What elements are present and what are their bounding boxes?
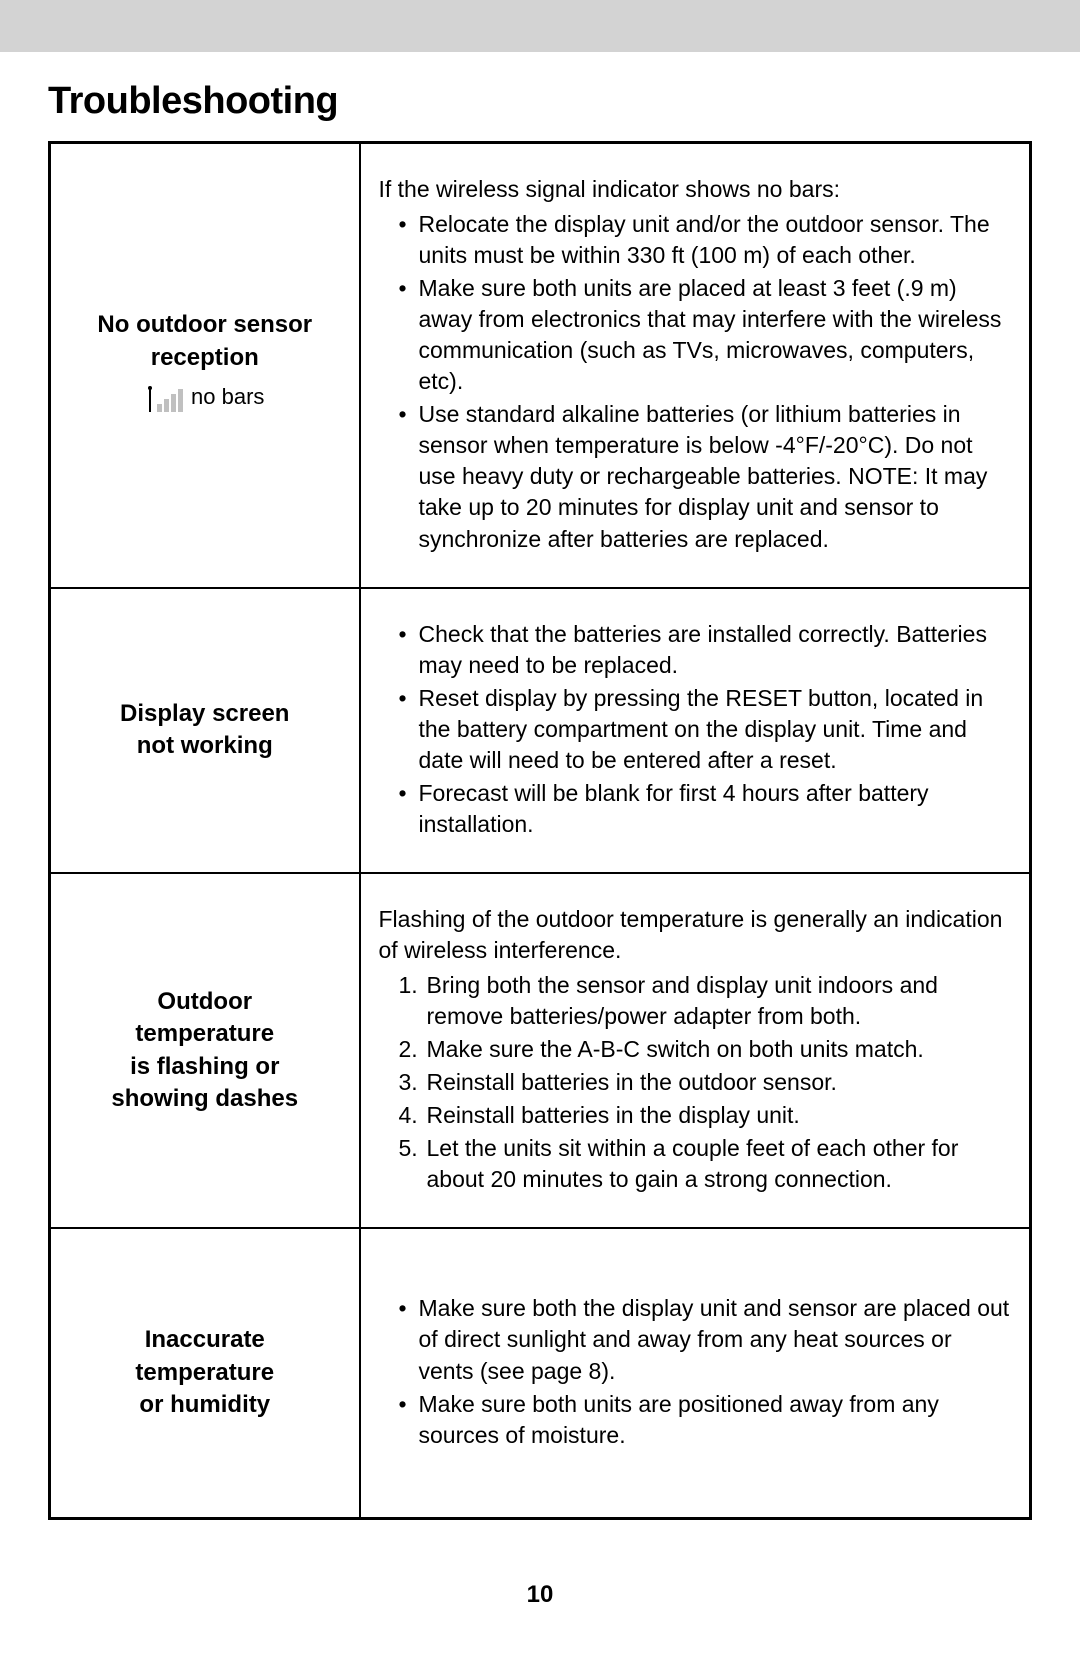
signal-label: no bars (191, 382, 264, 412)
solution-item: Reinstall batteries in the outdoor senso… (399, 1067, 1012, 1098)
page-number: 10 (0, 1581, 1080, 1609)
problem-line: is flashing or (69, 1051, 341, 1083)
problem-cell: Outdoortemperatureis flashing orshowing … (50, 873, 360, 1228)
solution-item: Relocate the display unit and/or the out… (399, 209, 1012, 271)
solution-lead: Flashing of the outdoor temperature is g… (379, 904, 1012, 966)
solution-item: Let the units sit within a couple feet o… (399, 1133, 1012, 1195)
solution-item: Make sure both the display unit and sens… (399, 1293, 1012, 1386)
solution-list: Check that the batteries are installed c… (379, 619, 1012, 840)
solution-cell: Check that the batteries are installed c… (360, 588, 1031, 873)
signal-row: no bars (145, 382, 264, 412)
solution-cell: Flashing of the outdoor temperature is g… (360, 873, 1031, 1228)
problem-cell: No outdoor sensorreception no bars (50, 143, 360, 588)
problem-line: Outdoor (69, 986, 341, 1018)
content-area: Troubleshooting No outdoor sensorrecepti… (0, 52, 1080, 1520)
table-row: Outdoortemperatureis flashing orshowing … (50, 873, 1031, 1228)
table-row: Inaccuratetemperatureor humidity Make sur… (50, 1228, 1031, 1518)
problem-cell: Inaccuratetemperatureor humidity (50, 1228, 360, 1518)
solution-lead: If the wireless signal indicator shows n… (379, 174, 1012, 205)
solution-item: Reinstall batteries in the display unit. (399, 1100, 1012, 1131)
table-row: Display screennot working Check that the … (50, 588, 1031, 873)
table-row: No outdoor sensorreception no bars If the … (50, 143, 1031, 588)
problem-line: not working (69, 730, 341, 762)
solution-item: Bring both the sensor and display unit i… (399, 970, 1012, 1032)
solution-list: Relocate the display unit and/or the out… (379, 209, 1012, 555)
solution-cell: Make sure both the display unit and sens… (360, 1228, 1031, 1518)
problem-line: temperature (69, 1357, 341, 1389)
solution-cell: If the wireless signal indicator shows n… (360, 143, 1031, 588)
solution-item: Make sure the A-B-C switch on both units… (399, 1034, 1012, 1065)
solution-item: Check that the batteries are installed c… (399, 619, 1012, 681)
problem-line: Inaccurate (69, 1324, 341, 1356)
problem-cell: Display screennot working (50, 588, 360, 873)
solution-item: Use standard alkaline batteries (or lith… (399, 399, 1012, 554)
problem-line: reception (69, 342, 341, 374)
solution-item: Forecast will be blank for first 4 hours… (399, 778, 1012, 840)
solution-item: Reset display by pressing the RESET butt… (399, 683, 1012, 776)
page-title: Troubleshooting (48, 80, 1032, 123)
problem-line: No outdoor sensor (69, 309, 341, 341)
table-body: No outdoor sensorreception no bars If the … (50, 143, 1031, 1519)
problem-line: temperature (69, 1018, 341, 1050)
problem-line: showing dashes (69, 1083, 341, 1115)
solution-list: Make sure both the display unit and sens… (379, 1293, 1012, 1450)
solution-item: Make sure both units are positioned away… (399, 1389, 1012, 1451)
solution-item: Make sure both units are placed at least… (399, 273, 1012, 397)
top-bar (0, 0, 1080, 52)
problem-line: Display screen (69, 698, 341, 730)
solution-list: Bring both the sensor and display unit i… (379, 970, 1012, 1195)
problem-line: or humidity (69, 1389, 341, 1421)
troubleshooting-table: No outdoor sensorreception no bars If the … (48, 141, 1032, 1520)
signal-bars-icon (145, 386, 183, 412)
